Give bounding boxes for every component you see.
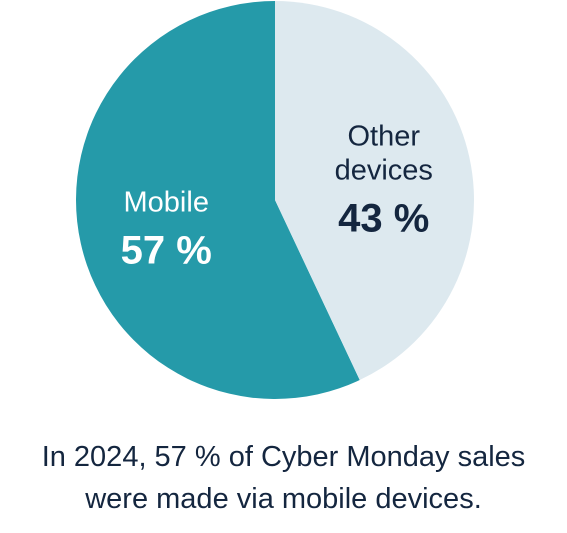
slice-value-mobile: 57 % <box>121 228 212 272</box>
caption-line-2: were made via mobile devices. <box>85 483 482 515</box>
pie-slice-mobile <box>76 1 360 400</box>
slice-value-other-devices: 43 % <box>338 197 429 241</box>
caption: In 2024, 57 % of Cyber Monday sales were… <box>0 436 567 520</box>
slice-label-other-devices-line-2: devices <box>335 155 433 187</box>
pie-slice-other-devices <box>275 1 474 381</box>
slice-label-other-devices-line-1: Other <box>347 121 420 153</box>
caption-line-1: In 2024, 57 % of Cyber Monday sales <box>41 441 526 473</box>
slice-label-mobile-line-1: Mobile <box>124 186 209 218</box>
